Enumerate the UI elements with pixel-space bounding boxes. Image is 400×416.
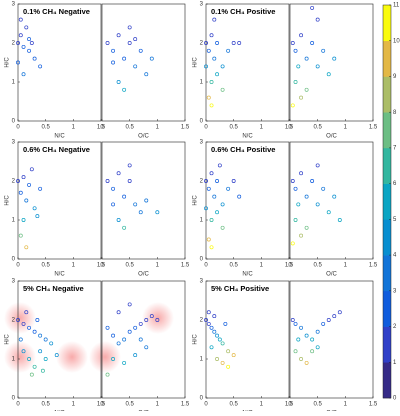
x-axis-label: O/C bbox=[326, 134, 337, 140]
colorbar-band bbox=[383, 184, 391, 220]
colorbar-band bbox=[383, 76, 391, 112]
y-axis-label: H/C bbox=[5, 195, 11, 206]
colorbar-band bbox=[383, 41, 391, 77]
x-tick-label: 1.5 bbox=[181, 125, 190, 131]
x-tick-label: 0.5 bbox=[313, 402, 322, 408]
glow bbox=[142, 302, 174, 334]
panel-title: 0.6% CH₄ Negative bbox=[23, 145, 90, 154]
x-axis-label: N/C bbox=[54, 272, 65, 278]
x-tick-label: 0.5 bbox=[41, 402, 50, 408]
panel-title: 5% CH₄ Positive bbox=[211, 284, 269, 293]
x-tick-label: 0.5 bbox=[313, 125, 322, 131]
y-axis-label: H/C bbox=[193, 334, 199, 345]
x-tick-label: 0.5 bbox=[41, 263, 50, 269]
x-tick-label: 0.5 bbox=[229, 402, 238, 408]
glow bbox=[4, 302, 36, 334]
colorbar-band bbox=[383, 362, 391, 398]
x-tick-label: 1.5 bbox=[369, 402, 378, 408]
x-tick-label: 1.5 bbox=[369, 263, 378, 269]
panel-title: 0.6% CH₄ Positive bbox=[211, 145, 275, 154]
panel-title: 5% CH₄ Negative bbox=[23, 284, 84, 293]
glow bbox=[56, 341, 88, 373]
colorbar-band bbox=[383, 148, 391, 184]
x-axis-label: O/C bbox=[138, 272, 149, 278]
x-tick-label: 0.5 bbox=[229, 263, 238, 269]
glow bbox=[4, 341, 36, 373]
colorbar-band bbox=[383, 5, 391, 41]
x-axis-label: N/C bbox=[242, 134, 253, 140]
x-axis-label: N/C bbox=[54, 134, 65, 140]
y-axis-label: H/C bbox=[193, 195, 199, 206]
y-axis-label: H/C bbox=[5, 334, 11, 345]
x-tick-label: 0.5 bbox=[313, 263, 322, 269]
colorbar-band bbox=[383, 219, 391, 255]
colorbar-band bbox=[383, 255, 391, 291]
colorbar-tick-label: 11 bbox=[393, 3, 400, 9]
panel-title: 0.1% CH₄ Negative bbox=[23, 7, 90, 16]
glow bbox=[89, 341, 121, 373]
colorbar-band bbox=[383, 112, 391, 148]
colorbar-band bbox=[383, 291, 391, 327]
x-tick-label: 0.5 bbox=[229, 125, 238, 131]
x-axis-label: N/C bbox=[242, 272, 253, 278]
x-tick-label: 0.5 bbox=[125, 263, 134, 269]
x-tick-label: 0.5 bbox=[125, 402, 134, 408]
x-axis-label: O/C bbox=[326, 272, 337, 278]
x-axis-label: O/C bbox=[138, 134, 149, 140]
x-tick-label: 0.5 bbox=[125, 125, 134, 131]
y-axis-label: H/C bbox=[5, 57, 11, 68]
colorbar-tick-label: 10 bbox=[393, 38, 400, 44]
x-tick-label: 1.5 bbox=[369, 125, 378, 131]
x-tick-label: 0.5 bbox=[41, 125, 50, 131]
x-tick-label: 1.5 bbox=[181, 402, 190, 408]
y-axis-label: H/C bbox=[193, 57, 199, 68]
panel-title: 0.1% CH₄ Positive bbox=[211, 7, 275, 16]
x-tick-label: 1.5 bbox=[181, 263, 190, 269]
colorbar-band bbox=[383, 327, 391, 363]
